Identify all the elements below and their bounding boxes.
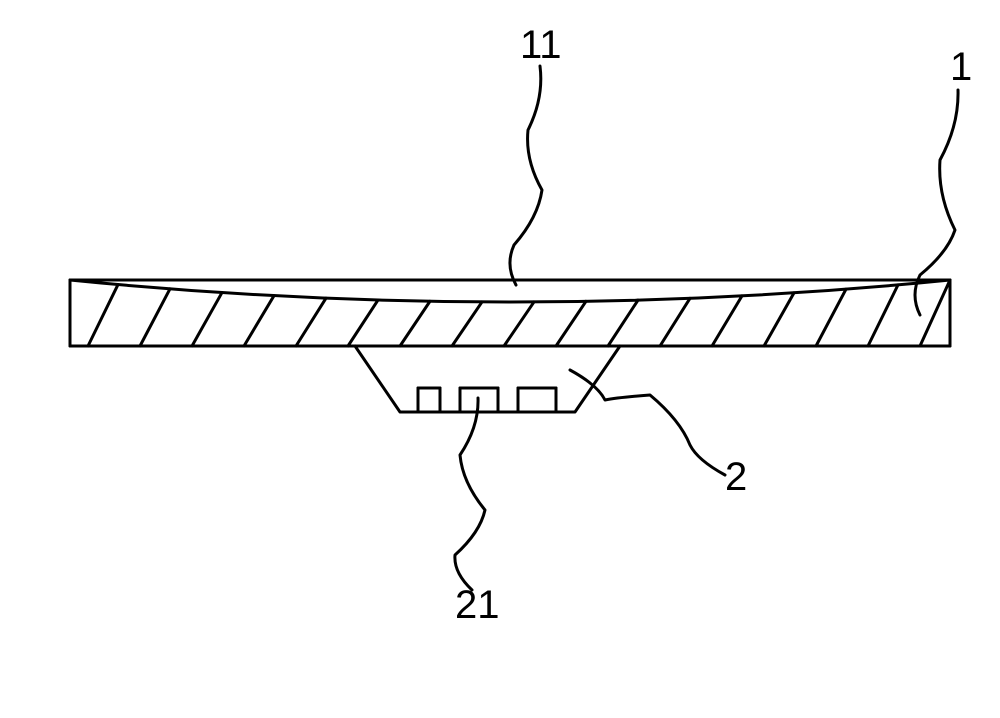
hatch-line (88, 285, 118, 346)
label-2: 2 (725, 455, 747, 499)
leader-11 (510, 66, 542, 285)
leader-2 (570, 370, 725, 475)
label-1: 1 (950, 45, 972, 89)
hatch-line (192, 293, 222, 346)
label-11: 11 (520, 23, 562, 67)
hatch-line (868, 285, 898, 346)
hatch-line (140, 289, 170, 346)
base-trapezoid (355, 346, 620, 412)
label-21: 21 (455, 583, 500, 627)
hatch-line (244, 296, 274, 346)
hatch-line (504, 302, 534, 346)
hatch-line (816, 289, 846, 346)
hatch-line (920, 280, 950, 346)
hatch-line (296, 298, 326, 346)
hatch-line (452, 302, 482, 346)
hatch-line (660, 298, 690, 346)
hatch-line (556, 301, 586, 346)
hatch-line (348, 300, 378, 346)
slab-concave-surface (70, 280, 950, 302)
hatch-line (608, 300, 638, 346)
hatch-line (712, 296, 742, 346)
hatch-line (400, 301, 430, 346)
leader-21 (455, 398, 485, 590)
hatch-line (764, 293, 794, 346)
